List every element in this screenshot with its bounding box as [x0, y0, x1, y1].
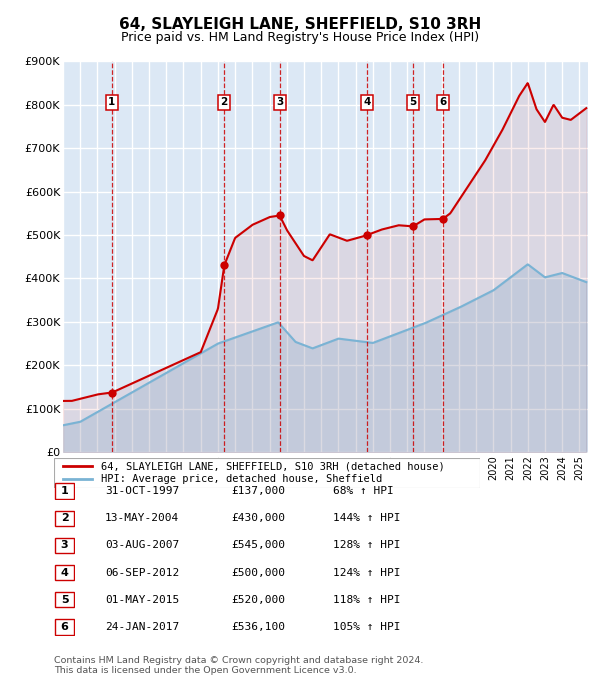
- Text: 6: 6: [61, 622, 68, 632]
- Text: 06-SEP-2012: 06-SEP-2012: [105, 568, 179, 577]
- Bar: [55, 483, 74, 498]
- Text: 1: 1: [61, 486, 68, 496]
- Text: 118% ↑ HPI: 118% ↑ HPI: [333, 595, 401, 605]
- Text: 03-AUG-2007: 03-AUG-2007: [105, 541, 179, 550]
- Text: 128% ↑ HPI: 128% ↑ HPI: [333, 541, 401, 550]
- Text: £520,000: £520,000: [231, 595, 285, 605]
- Text: 31-OCT-1997: 31-OCT-1997: [105, 486, 179, 496]
- Text: Contains HM Land Registry data © Crown copyright and database right 2024.: Contains HM Land Registry data © Crown c…: [54, 656, 424, 665]
- Bar: [55, 592, 74, 607]
- Text: 64, SLAYLEIGH LANE, SHEFFIELD, S10 3RH: 64, SLAYLEIGH LANE, SHEFFIELD, S10 3RH: [119, 17, 481, 32]
- Text: HPI: Average price, detached house, Sheffield: HPI: Average price, detached house, Shef…: [101, 474, 382, 484]
- Text: 68% ↑ HPI: 68% ↑ HPI: [333, 486, 394, 496]
- Text: 124% ↑ HPI: 124% ↑ HPI: [333, 568, 401, 577]
- Text: 4: 4: [364, 97, 371, 107]
- Text: 5: 5: [61, 595, 68, 605]
- Text: £430,000: £430,000: [231, 513, 285, 523]
- Text: 105% ↑ HPI: 105% ↑ HPI: [333, 622, 401, 632]
- Text: 2: 2: [61, 513, 68, 523]
- Bar: [55, 538, 74, 553]
- Text: 3: 3: [276, 97, 283, 107]
- Bar: [55, 565, 74, 580]
- Text: 01-MAY-2015: 01-MAY-2015: [105, 595, 179, 605]
- Text: Price paid vs. HM Land Registry's House Price Index (HPI): Price paid vs. HM Land Registry's House …: [121, 31, 479, 44]
- Text: 4: 4: [61, 568, 68, 577]
- Text: 13-MAY-2004: 13-MAY-2004: [105, 513, 179, 523]
- Bar: [55, 511, 74, 526]
- Text: £545,000: £545,000: [231, 541, 285, 550]
- Text: 5: 5: [409, 97, 416, 107]
- Text: 64, SLAYLEIGH LANE, SHEFFIELD, S10 3RH (detached house): 64, SLAYLEIGH LANE, SHEFFIELD, S10 3RH (…: [101, 461, 445, 471]
- Text: 24-JAN-2017: 24-JAN-2017: [105, 622, 179, 632]
- Text: £137,000: £137,000: [231, 486, 285, 496]
- Text: This data is licensed under the Open Government Licence v3.0.: This data is licensed under the Open Gov…: [54, 666, 356, 675]
- Text: 2: 2: [221, 97, 228, 107]
- Text: £536,100: £536,100: [231, 622, 285, 632]
- Text: 1: 1: [108, 97, 115, 107]
- Text: 3: 3: [61, 541, 68, 550]
- Bar: [55, 619, 74, 634]
- Text: 144% ↑ HPI: 144% ↑ HPI: [333, 513, 401, 523]
- Text: £500,000: £500,000: [231, 568, 285, 577]
- Text: 6: 6: [439, 97, 446, 107]
